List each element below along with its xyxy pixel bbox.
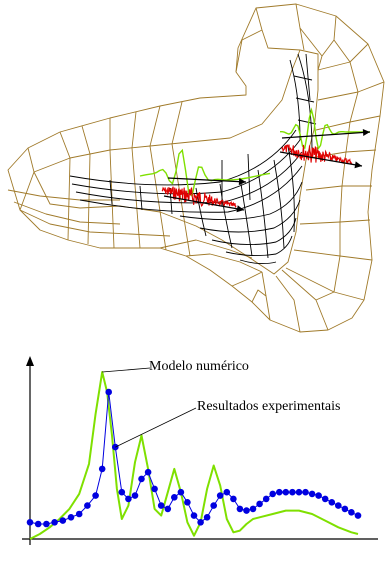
experimental-point (243, 507, 250, 514)
label-leader-lines (102, 367, 197, 448)
experimental-point (138, 475, 145, 483)
experimental-point (341, 505, 349, 513)
experimental-series (26, 388, 362, 528)
experimental-point (164, 505, 172, 513)
experimental-results-label: Resultados experimentais (197, 399, 341, 414)
experimental-point (112, 443, 119, 451)
experimental-point (92, 492, 99, 499)
experimental-point (308, 490, 316, 498)
numeric-trace-upper (280, 107, 370, 151)
y-axis-arrowhead (26, 356, 34, 366)
experimental-point (335, 502, 342, 509)
numeric-leader-line (102, 367, 151, 373)
experimental-point (276, 488, 283, 496)
experimental-point (157, 502, 165, 509)
experimental-point (67, 514, 75, 521)
experimental-point (230, 495, 237, 503)
numeric-trace-lower (139, 148, 271, 198)
experimental-point (125, 495, 132, 503)
arrow-upper-2-shaft (279, 151, 363, 167)
experimental-point (197, 519, 204, 526)
numeric-model-label: Modelo numérico (149, 359, 249, 374)
experimental-point (282, 488, 290, 496)
arrow-upper-1-head (362, 129, 370, 136)
experimental-point (289, 488, 296, 496)
experimental-point (34, 520, 42, 528)
experimental-point (269, 490, 277, 498)
experimental-point (131, 492, 139, 499)
experimental-point (105, 388, 112, 396)
arrow-upper-1-shaft (281, 131, 371, 139)
noise-trace-upper (281, 144, 353, 165)
arrow-lower-1-shaft (167, 177, 247, 183)
direction-arrows (163, 129, 371, 213)
experimental-point (118, 488, 126, 496)
experimental-point (354, 512, 362, 519)
experimental-point (210, 502, 217, 509)
experimental-point (171, 494, 178, 501)
experimental-point (26, 519, 34, 526)
inner-shell-mesh (69, 53, 317, 265)
experimental-point (236, 505, 244, 513)
experimental-point (262, 495, 270, 503)
experimental-point (144, 468, 152, 476)
arrow-lower-2-head (236, 205, 244, 213)
arrow-lower-1-head (238, 178, 246, 186)
experimental-point (190, 512, 198, 519)
experimental-point (75, 510, 83, 518)
experimental-leader-line (115, 407, 197, 448)
experimental-point (177, 488, 185, 496)
arrow-lower-2-shaft (163, 195, 245, 211)
experimental-point (151, 485, 158, 493)
experimental-point (51, 519, 58, 526)
experimental-point (295, 488, 303, 496)
experimental-point (302, 488, 309, 496)
experimental-point (348, 509, 355, 516)
experimental-point (256, 500, 263, 508)
experimental-point (43, 520, 50, 528)
numeric-model-line (29, 371, 359, 540)
numeric-model-series (29, 371, 359, 540)
experimental-point (184, 499, 191, 506)
numeric-response-trace-group (139, 107, 370, 198)
experimental-point (321, 495, 329, 503)
outer-structure-mesh (7, 3, 385, 333)
experimental-point (203, 514, 211, 521)
experimental-point (315, 492, 322, 499)
experimental-point (59, 517, 67, 524)
arrow-upper-2-head (354, 161, 362, 169)
experimental-point (216, 492, 224, 499)
experimental-point (249, 505, 257, 513)
experimental-point (98, 465, 106, 473)
experimental-point (223, 488, 231, 496)
experimental-point (328, 499, 336, 506)
comparison-chart (22, 356, 378, 545)
mesh-illustration (7, 3, 385, 333)
experimental-point (84, 502, 91, 509)
